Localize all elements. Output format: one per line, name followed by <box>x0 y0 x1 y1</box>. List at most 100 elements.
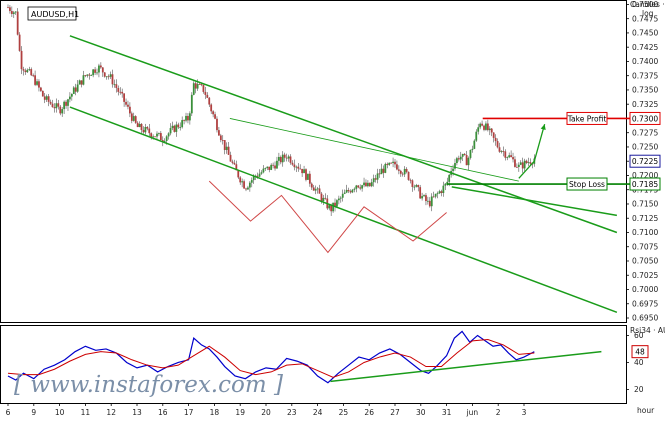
candle-body <box>125 101 127 105</box>
take-profit-label-box <box>566 111 608 125</box>
candle-body <box>519 162 522 165</box>
channel-trendline <box>229 118 519 182</box>
candle-body <box>378 173 381 175</box>
candle-body <box>336 200 338 207</box>
candle-body <box>504 151 507 158</box>
candle-body <box>101 67 104 73</box>
candle-body <box>287 156 290 159</box>
candle-body <box>301 168 304 174</box>
candle-body <box>53 107 56 109</box>
price-y-tick-label: 0.6975 <box>632 299 658 308</box>
x-tick-label: 17 <box>184 408 194 417</box>
candle-body <box>343 192 346 194</box>
candle-body <box>7 7 9 9</box>
rsi-indicator-label: Rsi34 · AUD <box>630 326 665 335</box>
candle-body <box>328 205 331 209</box>
candle-body <box>361 185 364 189</box>
rsi-y-tick-label: 20 <box>634 385 644 394</box>
candle-body <box>314 189 317 191</box>
candle-body <box>436 193 439 195</box>
x-tick-label: 25 <box>339 408 349 417</box>
candle-body <box>88 74 91 76</box>
candle-body <box>285 157 288 159</box>
candle-body <box>202 84 205 92</box>
candle-body <box>430 196 433 207</box>
candle-body <box>297 166 300 169</box>
candle-body <box>109 74 112 77</box>
candle-body <box>502 151 505 152</box>
candle-body <box>113 84 116 86</box>
candle-body <box>194 83 197 89</box>
candle-body <box>368 182 371 187</box>
stop-loss-label-box <box>566 177 608 191</box>
candle-body <box>80 80 83 85</box>
candle-body <box>18 34 21 51</box>
candle-body <box>452 168 454 171</box>
candle-body <box>388 162 391 165</box>
x-tick-label: 2 <box>496 408 501 417</box>
candle-body <box>479 123 482 128</box>
candle-body <box>370 182 373 187</box>
candle-body <box>154 136 156 138</box>
candle-body <box>123 93 125 102</box>
candle-body <box>204 91 207 95</box>
candle-body <box>444 183 447 186</box>
candle-body <box>34 75 36 85</box>
price-y-tick-label: 0.7075 <box>632 242 658 251</box>
candle-body <box>512 157 514 160</box>
candle-body <box>341 193 344 198</box>
candle-body <box>380 168 383 175</box>
price-y-tick-label: 0.7425 <box>632 43 658 52</box>
candle-body <box>486 123 489 131</box>
candle-body <box>196 84 199 89</box>
candle-body <box>432 196 435 198</box>
candle-body <box>363 182 365 186</box>
candle-body <box>438 191 441 194</box>
candle-body <box>245 188 247 190</box>
price-y-tick-label: 0.6950 <box>632 314 658 323</box>
candle-body <box>183 120 185 121</box>
price-y-tick-label: 0.7475 <box>632 14 658 23</box>
x-tick-label: 26 <box>364 408 374 417</box>
candle-body <box>129 106 131 114</box>
candle-body <box>506 157 509 159</box>
rsi-y-tick-label: 40 <box>634 358 644 367</box>
candle-body <box>281 154 284 163</box>
candle-body <box>140 123 143 131</box>
rsi-value-tag <box>631 345 649 359</box>
candle-body <box>403 168 406 175</box>
candle-body <box>221 140 224 141</box>
take-profit-price-tag <box>629 111 661 125</box>
candle-body <box>214 114 216 119</box>
candle-body <box>411 180 414 187</box>
symbol-label: AUDUSD,H1 <box>31 10 79 19</box>
candle-body <box>219 135 222 141</box>
current-price-value: 0.7225 <box>632 157 658 166</box>
candle-body <box>308 173 311 184</box>
candle-body <box>442 185 445 194</box>
candle-body <box>38 81 40 88</box>
candle-body <box>440 191 443 194</box>
candle-body <box>134 116 137 123</box>
take-profit-label: Take Profit <box>567 114 607 123</box>
x-tick-label: 31 <box>442 408 452 417</box>
rsi-current-value: 48 <box>635 348 645 357</box>
candle-body <box>426 200 429 202</box>
stop-loss-price-tag <box>629 177 661 191</box>
candle-body <box>10 11 13 14</box>
candle-body <box>268 166 271 170</box>
candle-body <box>24 70 27 73</box>
candle-body <box>243 181 245 189</box>
candle-body <box>310 183 313 188</box>
candle-body <box>247 187 249 190</box>
candle-body <box>173 125 176 132</box>
candle-body <box>252 176 255 181</box>
candle-body <box>446 181 449 184</box>
candle-body <box>9 7 11 12</box>
candle-body <box>117 88 120 92</box>
candle-body <box>471 148 474 150</box>
candle-body <box>51 103 54 108</box>
candle-body <box>276 160 278 169</box>
price-y-tick-label: 0.7125 <box>632 214 658 223</box>
